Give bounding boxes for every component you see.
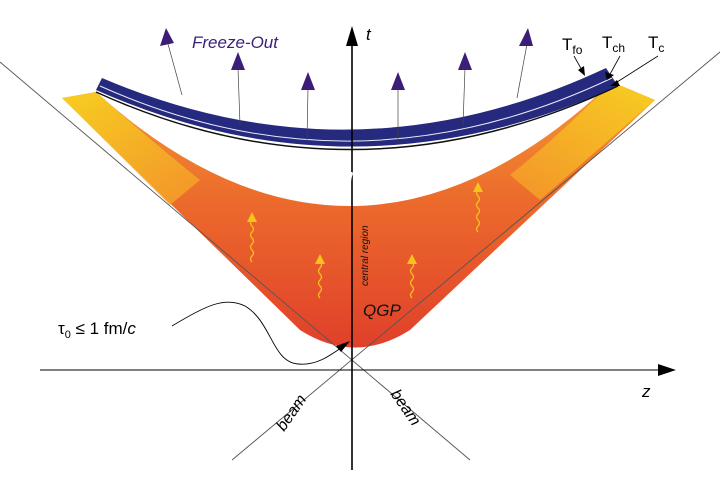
beam-left-label: beam <box>273 392 310 435</box>
hadron-band-inner-edge <box>95 85 619 151</box>
qgp-region <box>62 82 655 348</box>
right-wing <box>510 82 655 200</box>
tau-symbol: τ <box>58 319 65 338</box>
temp-label-c: Tc <box>648 33 664 55</box>
temp-label-ch: Tch <box>602 33 625 55</box>
freeze-out-label: Freeze-Out <box>192 33 279 52</box>
temp-c-sub: c <box>658 41 664 55</box>
hadron-gas-band <box>96 68 618 147</box>
t-axis-arrowhead <box>346 26 358 46</box>
photons <box>249 189 481 299</box>
tau-pointer-arrowhead <box>336 341 350 352</box>
tau-subscript: 0 <box>65 329 71 341</box>
temp-fo-sub: fo <box>572 43 582 57</box>
beam-right-label: beam <box>387 387 424 430</box>
hadron-gas-label: Hadron Gas <box>300 166 397 186</box>
tau-pointer-curve <box>171 301 349 365</box>
tau-rest: ≤ 1 fm/ <box>71 319 128 338</box>
light-cone-right <box>231 51 720 461</box>
temp-c-base: T <box>648 33 658 52</box>
photon-heads <box>247 182 483 264</box>
temp-label-fo: Tfo <box>562 35 583 57</box>
freeze-out-arrows <box>160 28 533 143</box>
temp-fo-base: T <box>562 35 572 54</box>
temp-pointers <box>573 55 659 86</box>
light-cone-left <box>0 61 471 461</box>
t-axis-label: t <box>366 25 372 44</box>
z-axis-label: z <box>641 382 651 401</box>
tau-label: τ0 ≤ 1 fm/c <box>58 319 136 341</box>
central-region-label: central region <box>360 225 371 286</box>
z-axis-arrowhead <box>658 364 676 376</box>
left-wing <box>62 92 200 205</box>
temp-ch-sub: ch <box>612 41 625 55</box>
qgp-label: QGP <box>363 301 401 320</box>
tau-c: c <box>127 319 136 338</box>
hadron-band-white-line <box>99 77 613 142</box>
temp-ch-base: T <box>602 33 612 52</box>
